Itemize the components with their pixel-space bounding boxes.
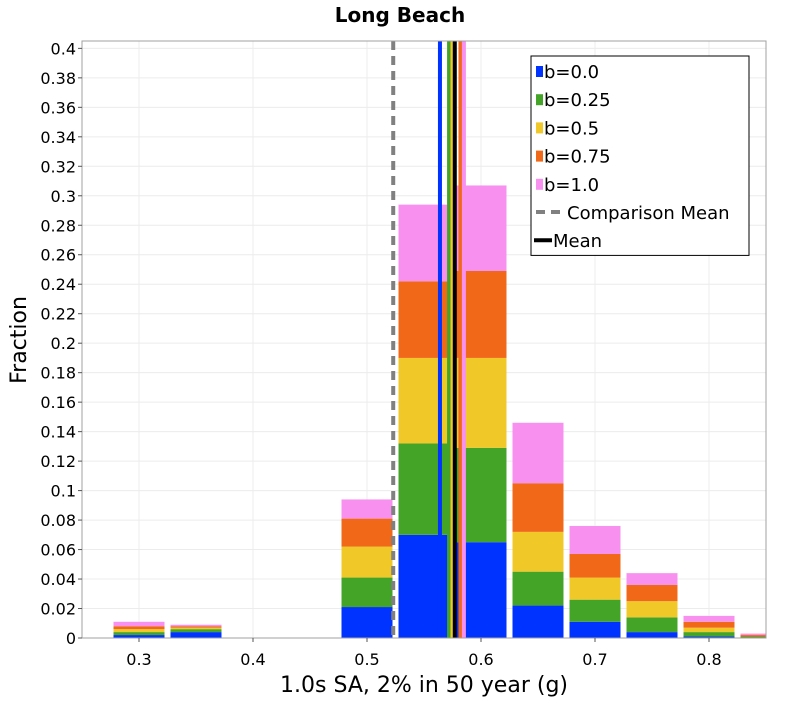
bar-segment-b-1-0	[341, 499, 393, 519]
bar-segment-b-0-0	[170, 632, 222, 638]
y-tick-label: 0.2	[51, 334, 76, 353]
bar-segment-b-0-0	[113, 635, 165, 638]
legend-swatch	[536, 150, 543, 162]
y-tick-label: 0.26	[40, 246, 76, 265]
bar-segment-b-1-0	[683, 615, 735, 622]
bar-segment-b-1-0	[170, 624, 222, 627]
y-axis-label: Fraction	[7, 296, 32, 384]
legend-label: b=0.75	[544, 147, 611, 168]
y-tick-label: 0.18	[40, 364, 76, 383]
bar-segment-b-0-25	[170, 629, 222, 633]
x-tick-label: 0.4	[240, 650, 265, 669]
y-tick-label: 0.14	[40, 423, 76, 442]
y-tick-label: 0.34	[40, 128, 76, 147]
y-tick-label: 0.16	[40, 393, 76, 412]
bar-segment-b-0-25	[740, 636, 766, 638]
bar-segment-b-0-75	[341, 518, 393, 547]
legend-box	[530, 55, 750, 256]
legend-swatch	[536, 178, 543, 190]
bar-segment-b-0-75	[512, 483, 564, 532]
y-tick-label: 0.08	[40, 511, 76, 530]
legend: b=0.0 b=0.25 b=0.5 b=0.75 b=1.0 Comparison Me…	[530, 55, 750, 256]
bar-segment-b-0-5	[512, 531, 564, 572]
bar-segment-b-0-5	[569, 577, 621, 600]
x-tick-label: 0.8	[696, 650, 721, 669]
plot-frame	[81, 40, 767, 639]
x-tick-label: 0.7	[582, 650, 607, 669]
y-tick-label: 0.02	[40, 600, 76, 619]
bar-segment-b-0-25	[113, 632, 165, 636]
bar-segment-b-0-0	[569, 621, 621, 638]
legend-swatch	[536, 122, 543, 134]
legend-swatch	[536, 94, 543, 106]
bar-segment-b-0-5	[113, 629, 165, 633]
bar-segment-b-1-0	[113, 621, 165, 627]
legend-swatch	[536, 66, 543, 77]
y-tick-label: 0.38	[40, 69, 76, 88]
bar-segment-b-0-5	[170, 627, 222, 630]
x-tick-label: 0.6	[468, 650, 493, 669]
y-tick-label: 0.22	[40, 305, 76, 324]
x-tick-label: 0.5	[354, 650, 379, 669]
bar-segment-b-0-75	[113, 626, 165, 630]
legend-label: Comparison Mean	[567, 203, 730, 224]
legend-label: b=0.0	[544, 62, 599, 83]
bar-segment-b-0-75	[626, 584, 678, 602]
y-tick-label: 0.12	[40, 452, 76, 471]
bar-segment-b-0-25	[683, 632, 735, 637]
y-tick-label: 0.28	[40, 216, 76, 235]
chart-title: Long Beach	[335, 3, 465, 27]
x-axis-label: 1.0s SA, 2% in 50 year (g)	[280, 673, 568, 698]
y-tick-label: 0.04	[40, 570, 76, 589]
bar-segment-b-0-5	[626, 601, 678, 618]
y-tick-label: 0	[66, 629, 76, 648]
bar-segment-b-0-75	[569, 553, 621, 578]
y-tick-label: 0.3	[51, 187, 76, 206]
bar-segment-b-0-0	[626, 632, 678, 638]
y-tick-label: 0.06	[40, 541, 76, 560]
bar-segment-b-1-0	[512, 422, 564, 484]
legend-label: b=0.25	[544, 90, 611, 111]
y-tick-label: 0.4	[51, 39, 76, 58]
bar-segment-b-1-0	[569, 525, 621, 554]
bar-segment-b-0-0	[341, 607, 393, 638]
x-tick-label: 0.3	[126, 650, 151, 669]
legend-label: b=1.0	[544, 175, 599, 196]
bar-segment-b-1-0	[626, 573, 678, 585]
bar-segment-b-0-5	[683, 627, 735, 633]
bar-segment-b-1-0	[740, 633, 766, 636]
bar-segment-b-0-25	[512, 571, 564, 606]
y-tick-label: 0.36	[40, 98, 76, 117]
bar-segment-b-0-75	[740, 635, 766, 637]
bar-segment-b-0-75	[683, 621, 735, 628]
y-tick-label: 0.24	[40, 275, 76, 294]
bar-segment-b-0-25	[341, 577, 393, 608]
y-tick-label: 0.1	[51, 482, 76, 501]
y-tick-label: 0.32	[40, 157, 76, 176]
bar-segment-b-0-0	[683, 636, 735, 638]
bar-segment-b-0-5	[341, 546, 393, 578]
bar-segment-b-0-75	[170, 626, 222, 628]
legend-label: Mean	[553, 231, 602, 252]
bar-segment-b-0-25	[626, 617, 678, 633]
bar-segment-b-0-25	[569, 599, 621, 622]
bar-segment-b-0-0	[512, 605, 564, 638]
legend-label: b=0.5	[544, 118, 599, 139]
